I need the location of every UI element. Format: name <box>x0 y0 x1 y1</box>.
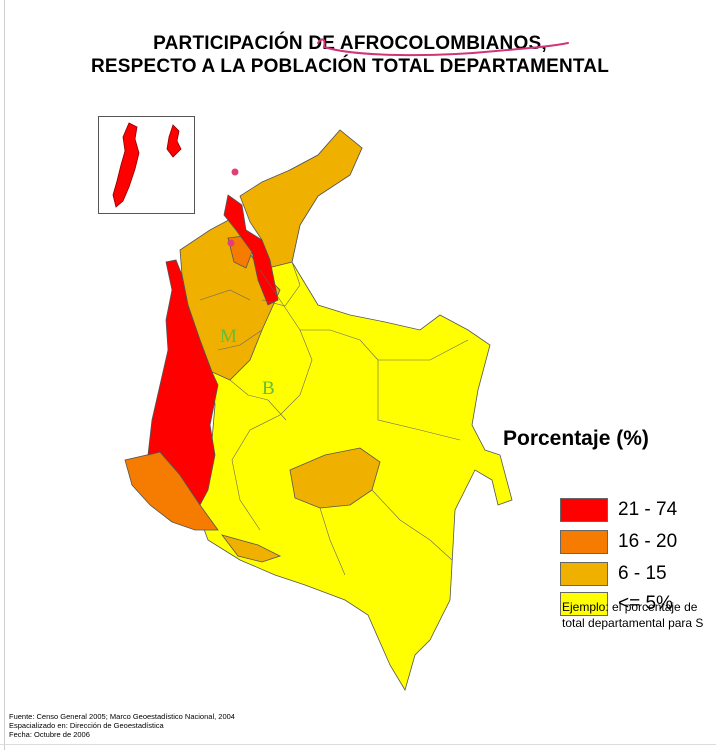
title-line-2: RESPECTO A LA POBLACIÓN TOTAL DEPARTAMEN… <box>90 56 610 77</box>
legend-label: <= 5% <box>618 593 673 614</box>
frame-bottom-edge <box>0 744 716 745</box>
legend-label: 16 - 20 <box>618 531 678 552</box>
legend-swatch <box>560 530 608 554</box>
region-6-15-south <box>220 534 282 563</box>
legend-item-21-74: 21 - 74 <box>560 497 677 523</box>
legend-title: Porcentaje (%) <box>503 427 649 450</box>
source-line-2: Espacializado en: Dirección de Geoestadí… <box>9 721 164 730</box>
example-note: Ejemplo: el porcentaje de total departam… <box>562 599 716 631</box>
handwritten-underline <box>317 38 569 57</box>
islands-inset <box>98 116 195 214</box>
source-line-3: Fecha: Octubre de 2006 <box>9 730 90 739</box>
map-title: PARTICIPACIÓN DE AFROCOLOMBIANOS, RESPEC… <box>40 32 660 78</box>
example-line-2: total departamental para S <box>562 616 704 630</box>
source-note: Fuente: Censo General 2005; Marco Geoest… <box>9 712 235 739</box>
legend-item-6-15: 6 - 15 <box>560 561 667 587</box>
frame-left-edge <box>4 0 5 750</box>
san-andres-island <box>112 122 140 208</box>
legend-item-16-20: 16 - 20 <box>560 529 677 555</box>
legend-label: 6 - 15 <box>618 563 667 584</box>
source-line-1: Fuente: Censo General 2005; Marco Geoest… <box>9 712 235 721</box>
department-borders <box>199 261 469 576</box>
region-21-74-pacific <box>147 259 219 506</box>
title-line-1: PARTICIPACIÓN DE AFROCOLOMBIANOS, <box>153 33 547 54</box>
legend-swatch <box>560 498 608 522</box>
legend-item-le-5: <= 5% <box>560 591 673 617</box>
legend-swatch <box>560 562 608 586</box>
city-label-bogota: B <box>262 378 275 399</box>
region-21-74-bolivar <box>223 194 279 306</box>
legend-swatch <box>560 592 608 616</box>
city-label-medellin: M <box>220 326 237 347</box>
providencia-island <box>166 124 182 158</box>
annotation-dot-north <box>231 168 239 176</box>
legend-label: 21 - 74 <box>618 499 678 520</box>
example-line-1: Ejemplo: el porcentaje de <box>562 600 698 614</box>
annotation-dot-bolivar <box>227 239 235 247</box>
